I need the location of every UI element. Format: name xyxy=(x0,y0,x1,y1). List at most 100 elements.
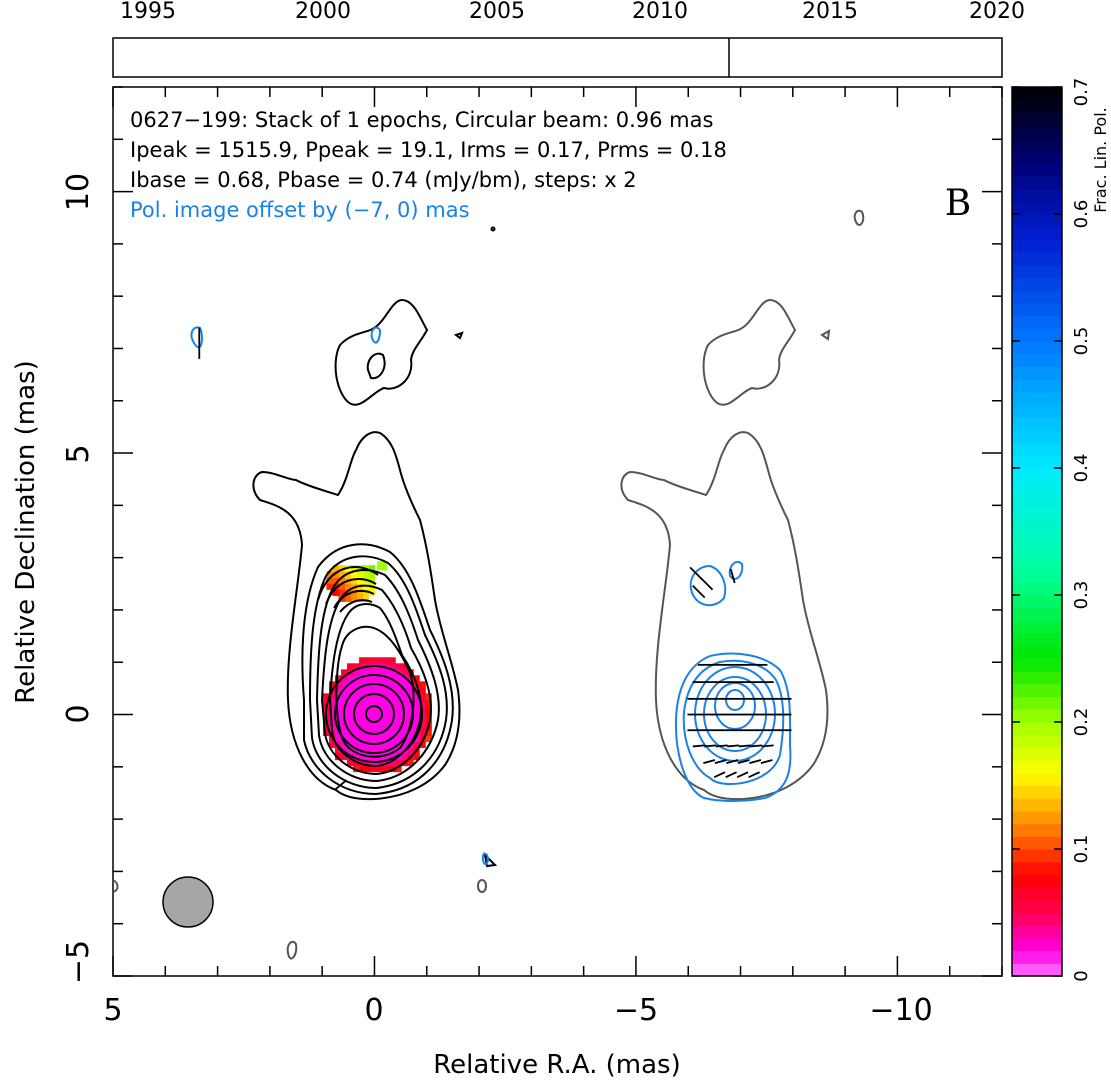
frac-pol-pixel xyxy=(401,699,408,706)
frac-pol-pixel xyxy=(326,583,333,590)
frac-pol-pixel xyxy=(347,711,354,719)
frac-pol-pixel xyxy=(341,675,348,682)
frac-pol-pixel xyxy=(347,717,354,725)
colorbar-band xyxy=(1012,722,1062,736)
frac-pol-pixel xyxy=(344,589,352,596)
panel-label: B xyxy=(945,183,971,224)
frac-pol-pixel xyxy=(401,729,408,737)
frac-pol-pixel xyxy=(344,583,352,590)
epoch-label-2010: 2010 xyxy=(632,0,688,24)
colorbar-band xyxy=(1012,925,1062,939)
colorbar-band xyxy=(1012,582,1062,596)
colorbar-band xyxy=(1012,150,1062,164)
frac-pol-pixel xyxy=(328,681,336,688)
frac-pol-pixel xyxy=(328,741,336,749)
frac-pol-pixel xyxy=(395,723,402,731)
colorbar-band xyxy=(1012,201,1062,215)
frac-pol-pixel xyxy=(419,693,426,700)
colorbar: 0 0.1 0.2 0.3 0.4 0.5 0.6 0.7 Frac. Lin.… xyxy=(1011,78,1110,982)
frac-pol-pixel xyxy=(332,577,339,584)
frac-pol-pixel xyxy=(353,741,360,749)
frac-pol-pixel xyxy=(368,571,376,578)
frac-pol-pixel xyxy=(383,711,390,719)
epoch-label-2005: 2005 xyxy=(469,0,525,24)
epoch-label-2015: 2015 xyxy=(802,0,858,24)
frac-pol-pixel xyxy=(322,729,330,737)
offset-stokes-i-contours xyxy=(113,209,865,960)
frac-pol-pixel xyxy=(322,723,330,731)
colorbar-band xyxy=(1012,950,1062,964)
stokes-i-contour xyxy=(252,431,461,801)
frac-pol-pixel xyxy=(413,717,420,725)
frac-pol-pixel xyxy=(389,657,396,664)
frac-pol-pixel xyxy=(350,595,358,602)
frac-pol-pixel xyxy=(395,735,402,743)
colorbar-band xyxy=(1012,506,1062,520)
frac-pol-pixel xyxy=(413,693,420,700)
colorbar-band xyxy=(1012,683,1062,698)
frac-pol-pixel xyxy=(377,561,388,571)
frac-pol-pixel xyxy=(341,699,348,706)
evpa-tick xyxy=(703,759,716,765)
frac-pol-pixel xyxy=(413,699,420,706)
frac-pol-pixel xyxy=(407,687,414,694)
offset-i-contour xyxy=(853,209,865,226)
frac-pol-pixel xyxy=(365,657,372,664)
frac-pol-pixel xyxy=(359,705,366,712)
frac-pol-pixel xyxy=(413,711,420,719)
frac-pol-pixel xyxy=(389,663,396,670)
y-axis-title: Relative Declination (mas) xyxy=(11,360,41,703)
colorbar-tick-label: 0.4 xyxy=(1071,454,1092,483)
y-tick-label: 5 xyxy=(61,444,96,463)
frac-pol-pixel xyxy=(338,565,346,572)
frac-pol-pixel xyxy=(407,759,414,767)
frac-pol-pixel xyxy=(332,571,339,578)
frac-pol-pixel xyxy=(341,753,348,761)
colorbar-tick-label: 0.3 xyxy=(1071,581,1092,610)
frac-pol-pixel xyxy=(413,675,420,682)
frac-pol-pixel xyxy=(334,747,342,755)
frac-pol-pixel xyxy=(365,765,372,773)
frac-pol-pixel xyxy=(407,747,414,755)
frac-pol-pixel xyxy=(353,693,360,700)
frac-pol-pixel xyxy=(332,565,339,572)
frac-pol-pixel xyxy=(334,705,342,712)
epoch-label-2000: 2000 xyxy=(295,0,351,24)
offset-i-contour xyxy=(820,329,831,341)
frac-pol-pixel xyxy=(383,717,390,725)
y-tick-label: −5 xyxy=(61,940,96,984)
stokes-i-contour xyxy=(325,665,423,763)
frac-pol-pixel xyxy=(383,699,390,706)
frac-pol-pixel xyxy=(368,577,376,584)
colorbar-frame xyxy=(1011,86,1063,977)
frac-pol-pixel xyxy=(413,735,420,743)
frac-pol-pixel xyxy=(389,681,396,688)
colorbar-band xyxy=(1012,518,1062,533)
frac-pol-pixel xyxy=(395,675,402,682)
colorbar-band xyxy=(1012,163,1062,177)
colorbar-band xyxy=(1012,353,1062,367)
colorbar-band xyxy=(1012,328,1062,342)
stokes-i-contours xyxy=(252,226,498,868)
frac-pol-pixel xyxy=(371,729,378,737)
evpa-tick xyxy=(748,771,760,779)
frac-pol-pixel xyxy=(401,669,408,676)
frac-pol-pixel xyxy=(362,589,370,596)
frac-pol-pixel xyxy=(377,723,384,731)
frac-pol-pixel xyxy=(395,747,402,755)
frac-pol-pixel xyxy=(332,589,339,596)
frac-pol-pixel xyxy=(407,711,414,719)
frac-pol-pixel xyxy=(350,571,358,578)
frac-pol-pixel xyxy=(413,705,420,712)
frac-pol-pixel xyxy=(334,681,342,688)
frac-pol-pixel xyxy=(328,705,336,712)
colorbar-band xyxy=(1012,760,1062,774)
colorbar-band xyxy=(1012,252,1062,266)
frac-pol-pixel xyxy=(353,729,360,737)
colorbar-band xyxy=(1012,493,1062,507)
colorbar-band xyxy=(1012,99,1062,113)
colorbar-band xyxy=(1012,480,1062,494)
frac-pol-pixel xyxy=(377,669,384,676)
frac-pol-pixel xyxy=(341,669,348,676)
frac-pol-pixel xyxy=(371,669,378,676)
